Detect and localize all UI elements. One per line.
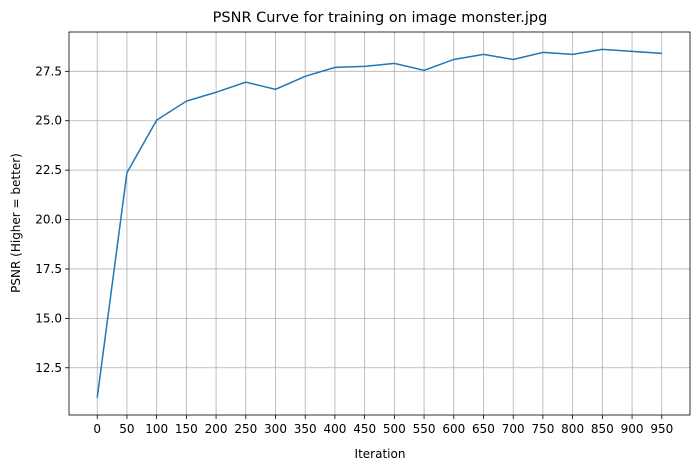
y-tick-label: 27.5 xyxy=(35,64,62,78)
x-tick-label: 150 xyxy=(175,422,198,436)
x-tick-label: 850 xyxy=(591,422,614,436)
x-tick-label: 50 xyxy=(119,422,134,436)
x-axis-label: Iteration xyxy=(355,447,406,461)
y-tick-label: 20.0 xyxy=(35,213,62,227)
y-tick-label: 12.5 xyxy=(35,361,62,375)
x-tick-label: 400 xyxy=(323,422,346,436)
y-tick-label: 17.5 xyxy=(35,262,62,276)
x-tick-label: 250 xyxy=(234,422,257,436)
y-axis-label: PSNR (Higher = better) xyxy=(9,153,23,293)
x-tick-label: 350 xyxy=(294,422,317,436)
x-tick-label: 300 xyxy=(264,422,287,436)
x-tick-label: 600 xyxy=(442,422,465,436)
x-tick-label: 500 xyxy=(383,422,406,436)
axes-frame xyxy=(68,31,691,416)
chart-title: PSNR Curve for training on image monster… xyxy=(213,10,548,26)
plot-area: 12.5 15.0 17.5 20.0 22.5 25.0 27.5 0 50 100 150 200… xyxy=(35,32,690,436)
y-tick-label: 25.0 xyxy=(35,114,62,128)
y-tick-label: 15.0 xyxy=(35,311,62,325)
line xyxy=(96,48,662,398)
x-tick-label: 700 xyxy=(502,422,525,436)
x-tick-label: 200 xyxy=(205,422,228,436)
x-tick-label: 950 xyxy=(650,422,673,436)
y-tick-label: 22.5 xyxy=(35,163,62,177)
x-tick-label: 650 xyxy=(472,422,495,436)
x-tick-label: 800 xyxy=(561,422,584,436)
x-tick-label: 450 xyxy=(353,422,376,436)
x-tick-label: 0 xyxy=(93,422,101,436)
x-tick-label: 750 xyxy=(531,422,554,436)
x-tick-label: 550 xyxy=(413,422,436,436)
x-tick-label: 100 xyxy=(145,422,168,436)
x-tick-label: 900 xyxy=(621,422,644,436)
